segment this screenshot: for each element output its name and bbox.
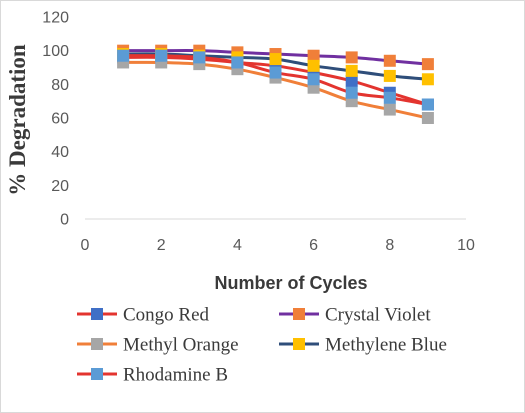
data-point-rhodamine-b (269, 66, 282, 79)
data-point-methylene-blue (421, 73, 434, 86)
legend-label-congo-red: Congo Red (123, 305, 210, 326)
data-point-crystal-violet (383, 54, 396, 67)
x-tick-label: 2 (157, 237, 166, 254)
data-point-rhodamine-b (231, 56, 244, 69)
data-point-rhodamine-b (307, 73, 320, 86)
data-point-rhodamine-b (345, 86, 358, 99)
data-point-congo-red (345, 74, 358, 87)
data-point-rhodamine-b (421, 98, 434, 111)
y-tick-label: 80 (51, 77, 69, 94)
y-tick-label: 120 (42, 10, 69, 27)
data-point-methylene-blue (383, 69, 396, 82)
y-tick-label: 0 (60, 212, 69, 229)
y-tick-label: 40 (51, 144, 69, 161)
legend-item-methyl-orange: Methyl Orange (77, 335, 239, 356)
legend-marker-crystal-violet (293, 308, 305, 320)
data-point-methylene-blue (307, 59, 320, 72)
legend-label-methyl-orange: Methyl Orange (123, 335, 239, 356)
data-point-crystal-violet (307, 49, 320, 62)
legend-item-crystal-violet: Crystal Violet (279, 305, 431, 326)
x-tick-label: 8 (385, 237, 394, 254)
y-tick-label: 100 (42, 43, 69, 60)
data-point-crystal-violet (421, 58, 434, 71)
legend-item-congo-red: Congo Red (77, 305, 210, 326)
legend-marker-methyl-orange (91, 338, 103, 350)
data-point-rhodamine-b (193, 51, 206, 64)
x-tick-label: 6 (309, 237, 318, 254)
legend-item-methylene-blue: Methylene Blue (279, 335, 447, 356)
x-tick-label: 10 (457, 237, 475, 254)
legend-marker-rhodamine-b (91, 368, 103, 380)
x-axis-title: Number of Cycles (214, 273, 367, 293)
legend-marker-congo-red (91, 308, 103, 320)
data-point-rhodamine-b (117, 49, 130, 62)
legend-label-methylene-blue: Methylene Blue (325, 335, 447, 356)
legend-label-crystal-violet: Crystal Violet (325, 305, 431, 326)
data-point-methylene-blue (345, 64, 358, 77)
data-point-methyl-orange (117, 56, 130, 69)
data-point-methyl-orange (155, 56, 168, 69)
data-point-methyl-orange (383, 103, 396, 116)
data-point-rhodamine-b (155, 49, 168, 62)
y-tick-label: 60 (51, 111, 69, 128)
data-point-methyl-orange (421, 112, 434, 124)
y-axis-title: % Degradation (5, 44, 30, 196)
legend-label-rhodamine-b: Rhodamine B (123, 365, 228, 386)
y-tick-label: 20 (51, 178, 69, 195)
legend-marker-methylene-blue (293, 338, 305, 350)
x-tick-label: 4 (233, 237, 242, 254)
legend-item-rhodamine-b: Rhodamine B (77, 365, 228, 386)
data-point-methylene-blue (269, 53, 282, 66)
data-point-rhodamine-b (383, 91, 396, 104)
x-tick-label: 0 (81, 237, 90, 254)
data-point-crystal-violet (345, 51, 358, 64)
